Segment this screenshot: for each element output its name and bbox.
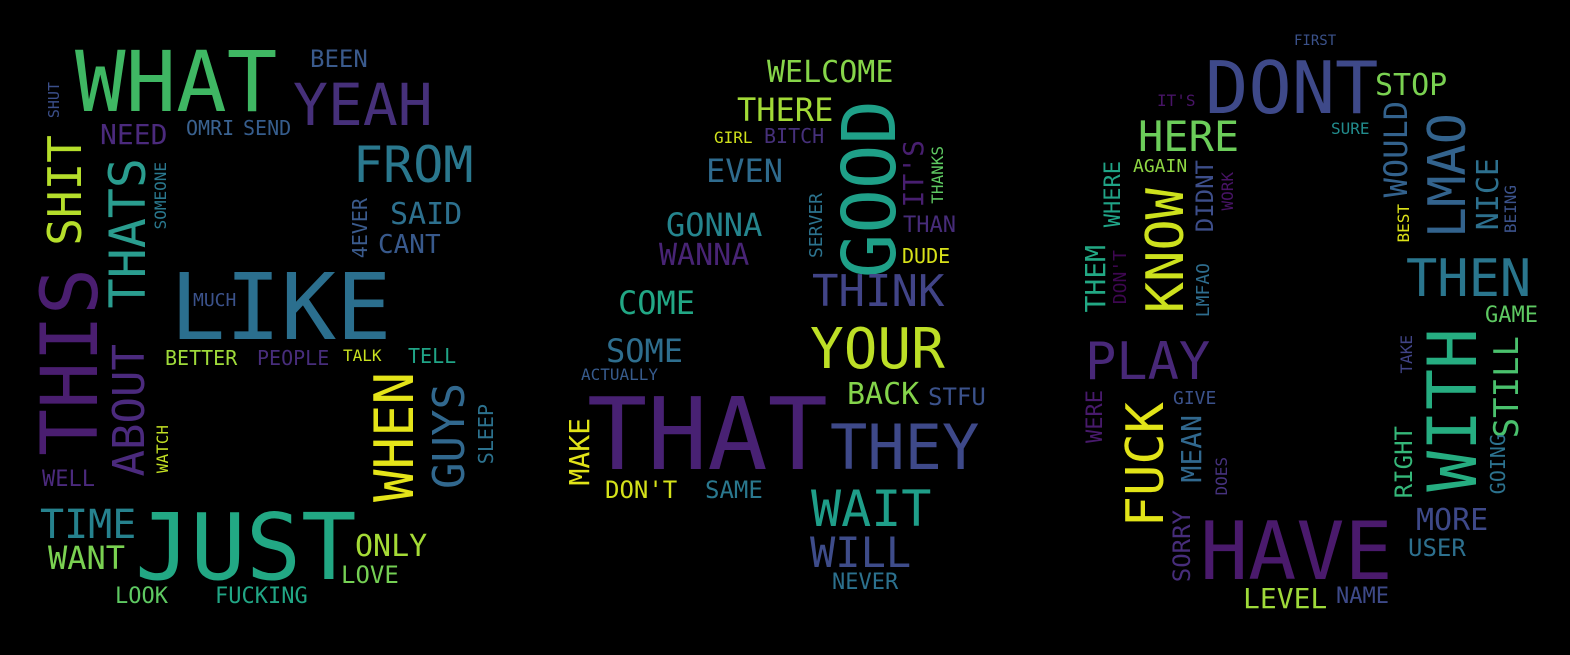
cloud-word: WITH — [1414, 328, 1493, 492]
cloud-word: SERVER — [806, 193, 827, 259]
cloud-word: HERE — [1138, 112, 1240, 161]
cloud-word: WOULD — [1377, 101, 1415, 198]
cloud-word: GONNA — [666, 206, 763, 244]
cloud-word: STOP — [1375, 68, 1448, 103]
cloud-word: WELL — [42, 467, 95, 492]
cloud-word: STFU — [928, 383, 986, 411]
cloud-word: KNOW — [1136, 188, 1196, 314]
cloud-word: NAME — [1336, 584, 1389, 609]
cloud-word: BETTER — [165, 346, 238, 370]
cloud-word: COME — [618, 284, 696, 322]
cloud-word: BEING — [1501, 185, 1520, 234]
cloud-word: DON'T — [605, 476, 678, 504]
cloud-word: PEOPLE — [257, 346, 330, 370]
cloud-word: YOUR — [810, 317, 945, 382]
cloud-word: GAME — [1485, 303, 1538, 328]
cloud-word: SEND — [243, 116, 292, 140]
cloud-word: TAKE — [1397, 335, 1416, 374]
cloud-word: GIVE — [1173, 388, 1217, 409]
cloud-word: WILL — [810, 528, 912, 577]
cloud-word: FUCK — [1116, 402, 1176, 528]
cloud-word: THERE — [737, 91, 834, 129]
cloud-word: BACK — [847, 377, 920, 412]
cloud-word: USER — [1408, 534, 1466, 562]
cloud-word: SAID — [390, 197, 463, 232]
cloud-word: 4EVER — [348, 198, 372, 259]
cloud-word: THEM — [1079, 245, 1112, 313]
cloud-word: THEY — [830, 411, 980, 484]
cloud-word: RIGHT — [1390, 426, 1418, 499]
cloud-word: BITCH — [764, 124, 825, 148]
cloud-word: LOOK — [115, 584, 168, 609]
cloud-word: DONT — [1205, 46, 1379, 130]
cloud-word: THIS — [26, 268, 116, 456]
cloud-word: THAT — [587, 376, 828, 493]
cloud-word: BEST — [1394, 204, 1413, 243]
cloud-word: PLAY — [1085, 332, 1211, 392]
cloud-word: WAIT — [811, 480, 932, 538]
cloud-word: FIRST — [1294, 33, 1337, 49]
cloud-word: SLEEP — [474, 404, 498, 465]
cloud-word: SHIT — [38, 135, 92, 246]
cloud-word: LMFAO — [1193, 263, 1214, 318]
cloud-word: THANKS — [928, 146, 947, 204]
cloud-word: STILL — [1487, 336, 1527, 439]
cloud-word: MEAN — [1175, 415, 1208, 483]
cloud-word: TIME — [40, 502, 137, 548]
cloud-word: WORK — [1218, 172, 1237, 211]
cloud-word: GUYS — [424, 383, 475, 489]
cloud-word: TALK — [343, 346, 382, 365]
cloud-word: TELL — [408, 344, 457, 368]
cloud-word: LMAO — [1418, 113, 1478, 239]
cloud-word: DUDE — [902, 244, 951, 268]
cloud-word: GOOD — [827, 100, 913, 279]
cloud-word: OMRI — [186, 116, 235, 140]
cloud-word: LIKE — [170, 254, 392, 361]
cloud-word: SOME — [606, 332, 684, 370]
cloud-word: ACTUALLY — [581, 365, 659, 384]
cloud-word: SURE — [1331, 119, 1370, 138]
cloud-word: YEAH — [293, 71, 433, 139]
cloud-word: WANNA — [659, 238, 750, 273]
cloud-word: DOES — [1212, 457, 1231, 496]
cloud-word: ONLY — [355, 529, 428, 564]
cloud-word: NICE — [1471, 158, 1506, 231]
cloud-word: SAME — [705, 476, 763, 504]
cloud-word: THEN — [1406, 249, 1532, 309]
cloud-word: SOMEONE — [151, 162, 170, 230]
cloud-word: WHAT — [75, 33, 278, 131]
cloud-word: IT'S — [897, 140, 930, 208]
cloud-word: WERE — [1083, 390, 1108, 443]
cloud-word: DIDNT — [1191, 160, 1219, 233]
cloud-word: FROM — [353, 136, 474, 194]
cloud-word: NEVER — [832, 570, 899, 595]
cloud-word: WHERE — [1101, 161, 1126, 228]
cloud-word: BEEN — [310, 45, 368, 73]
cloud-word: AGAIN — [1133, 156, 1188, 177]
cloud-word: WELCOME — [767, 55, 894, 90]
cloud-word: LOVE — [341, 561, 399, 589]
cloud-word: GOING — [1486, 434, 1510, 495]
cloud-word: SHUT — [45, 82, 63, 119]
cloud-word: JUST — [135, 494, 357, 601]
cloud-word: CANT — [378, 230, 441, 260]
cloud-word: MORE — [1416, 503, 1489, 538]
cloud-word: IT'S — [1157, 91, 1196, 110]
cloud-word: ABOUT — [104, 344, 155, 477]
cloud-word: WANT — [48, 539, 126, 577]
cloud-word: LEVEL — [1243, 582, 1328, 615]
cloud-word: MUCH — [193, 290, 237, 311]
cloud-word: SORRY — [1168, 510, 1196, 583]
cloud-word: FUCKING — [215, 584, 308, 609]
cloud-word: THAN — [903, 213, 956, 238]
cloud-word: WATCH — [153, 425, 172, 474]
cloud-word: HAVE — [1200, 505, 1393, 598]
cloud-word: NEED — [100, 118, 168, 151]
cloud-word: THINK — [812, 266, 945, 317]
cloud-word: DON'T — [1110, 250, 1131, 305]
cloud-word: GIRL — [714, 128, 753, 147]
cloud-word: EVEN — [706, 152, 784, 190]
cloud-word: WHEN — [363, 372, 426, 503]
